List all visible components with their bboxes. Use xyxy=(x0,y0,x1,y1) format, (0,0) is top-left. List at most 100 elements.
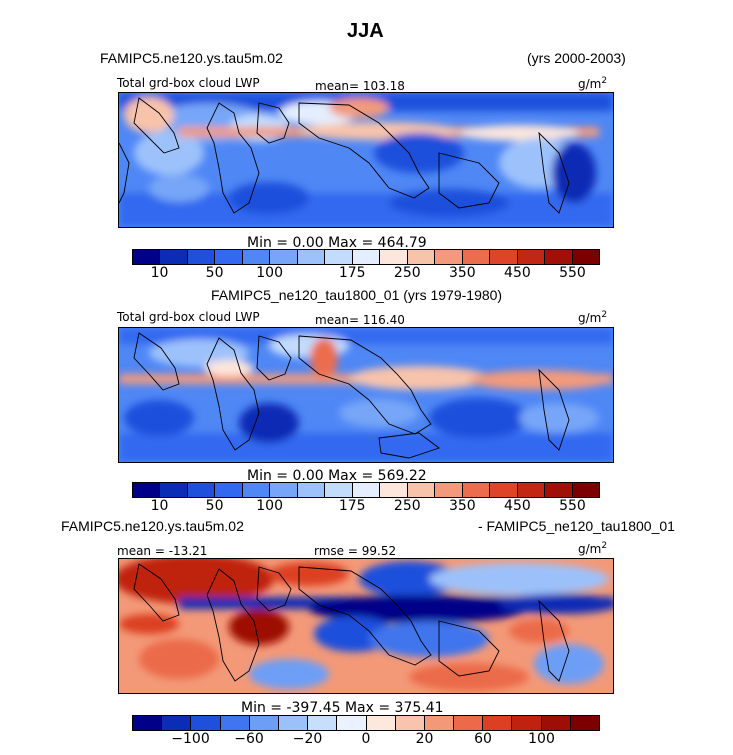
colorbar-swatch xyxy=(270,483,298,497)
panel2-field-blobs xyxy=(119,328,613,462)
colorbar-swatch xyxy=(352,250,381,264)
colorbar-swatch xyxy=(297,250,326,264)
colorbar-swatch xyxy=(512,716,542,730)
colorbar-swatch xyxy=(462,250,491,264)
colorbar-swatch xyxy=(483,716,513,730)
colorbar-swatch xyxy=(517,250,546,264)
colorbar-tick-label: 100 xyxy=(256,498,284,514)
colorbar-swatch xyxy=(380,250,408,264)
figure-title: JJA xyxy=(347,20,384,42)
panel3-map xyxy=(118,558,614,694)
panel1-years: (yrs 2000-2003) xyxy=(527,50,626,66)
colorbar-swatch xyxy=(160,250,188,264)
panel2-mean: mean= 116.40 xyxy=(315,313,405,327)
panel3-colorbar xyxy=(132,715,600,731)
colorbar-swatch xyxy=(133,483,161,497)
panel2-field-svg xyxy=(119,328,613,462)
colorbar-swatch xyxy=(545,483,573,497)
colorbar-tick-label: −100 xyxy=(171,731,210,747)
panel3-field-blobs xyxy=(119,559,613,691)
colorbar-swatch xyxy=(308,716,338,730)
colorbar-swatch xyxy=(545,250,573,264)
colorbar-tick-label: 50 xyxy=(205,498,224,514)
colorbar-swatch xyxy=(191,716,221,730)
panel1-coastlines xyxy=(119,97,570,214)
colorbar-swatch xyxy=(462,483,491,497)
colorbar-tick-label: 550 xyxy=(559,498,586,514)
colorbar-swatch xyxy=(325,483,353,497)
colorbar-tick-label: 100 xyxy=(528,731,555,747)
colorbar-swatch xyxy=(270,250,298,264)
colorbar-tick-label: 450 xyxy=(504,498,531,514)
colorbar-swatch xyxy=(297,483,326,497)
panel3-units-exp: 2 xyxy=(601,541,608,551)
panel1-colorbar-ticks: 10 50 100 175 250 350 450 550 xyxy=(132,265,600,283)
panel1-units-exp: 2 xyxy=(601,76,608,86)
panel3-min-max: Min = -397.45 Max = 375.41 xyxy=(241,700,444,716)
colorbar-swatch xyxy=(490,483,518,497)
colorbar-tick-label: 450 xyxy=(504,265,531,281)
panel2-coastlines xyxy=(133,332,570,459)
panel1-units-base: g/m xyxy=(578,77,602,91)
panel2-min-max: Min = 0.00 Max = 569.22 xyxy=(247,468,427,484)
colorbar-tick-label: 60 xyxy=(474,731,492,747)
panel1-min-max: Min = 0.00 Max = 464.79 xyxy=(247,235,427,251)
colorbar-tick-label: 250 xyxy=(393,265,421,281)
colorbar-tick-label: 10 xyxy=(150,498,169,514)
colorbar-swatch xyxy=(435,483,463,497)
panel3-colorbar-ticks: −100 −60 −20 0 20 60 100 xyxy=(132,731,600,749)
panel3-coastlines xyxy=(133,563,570,682)
colorbar-swatch xyxy=(435,250,463,264)
panel1-colorbar xyxy=(132,249,600,265)
colorbar-tick-label: 10 xyxy=(150,265,169,281)
colorbar-swatch xyxy=(352,483,381,497)
colorbar-swatch xyxy=(242,483,271,497)
panel1-case-name: FAMIPC5.ne120.ys.tau5m.02 xyxy=(100,50,283,66)
colorbar-tick-label: 100 xyxy=(256,265,284,281)
colorbar-swatch xyxy=(160,483,188,497)
colorbar-swatch xyxy=(215,483,243,497)
panel2-colorbar xyxy=(132,482,600,498)
colorbar-tick-label: 350 xyxy=(448,265,476,281)
panel3-units: g/m2 xyxy=(578,541,607,556)
panel3-rmse: rmse = 99.52 xyxy=(314,544,397,558)
panel2-units: g/m2 xyxy=(578,310,607,325)
colorbar-swatch xyxy=(133,250,161,264)
colorbar-tick-label: 350 xyxy=(448,498,476,514)
panel1-map xyxy=(118,92,614,228)
panel2-units-base: g/m xyxy=(578,311,602,325)
panel1-units: g/m2 xyxy=(578,76,607,91)
colorbar-swatch xyxy=(337,716,367,730)
panel1-field-label: Total grd-box cloud LWP xyxy=(117,76,260,90)
colorbar-swatch xyxy=(215,250,243,264)
colorbar-swatch xyxy=(187,250,216,264)
panel2-units-exp: 2 xyxy=(601,310,608,320)
colorbar-swatch xyxy=(572,483,599,497)
colorbar-swatch xyxy=(220,716,250,730)
colorbar-swatch xyxy=(366,716,396,730)
colorbar-tick-label: 250 xyxy=(393,498,421,514)
panel1-field-blobs xyxy=(119,93,613,227)
colorbar-swatch xyxy=(407,250,436,264)
colorbar-swatch xyxy=(242,250,271,264)
panel3-units-base: g/m xyxy=(578,542,602,556)
colorbar-tick-label: 175 xyxy=(338,265,366,281)
colorbar-swatch xyxy=(162,716,192,730)
panel2-case-name: FAMIPC5_ne120_tau1800_01 (yrs 1979-1980) xyxy=(211,287,503,303)
colorbar-swatch xyxy=(424,716,455,730)
colorbar-swatch xyxy=(570,716,599,730)
colorbar-swatch xyxy=(187,483,216,497)
colorbar-tick-label: 20 xyxy=(415,731,434,747)
colorbar-tick-label: 0 xyxy=(361,731,371,747)
colorbar-swatch xyxy=(133,716,163,730)
colorbar-tick-label: −60 xyxy=(234,731,264,747)
colorbar-swatch xyxy=(380,483,408,497)
colorbar-swatch xyxy=(454,716,484,730)
panel3-field-svg xyxy=(119,559,613,693)
colorbar-swatch xyxy=(249,716,279,730)
panel3-case-right: - FAMIPC5_ne120_tau1800_01 xyxy=(478,518,675,534)
panel3-mean: mean = -13.21 xyxy=(117,544,208,558)
panel3-case-left: FAMIPC5.ne120.ys.tau5m.02 xyxy=(61,518,244,534)
colorbar-swatch xyxy=(395,716,425,730)
colorbar-tick-label: 550 xyxy=(559,265,586,281)
